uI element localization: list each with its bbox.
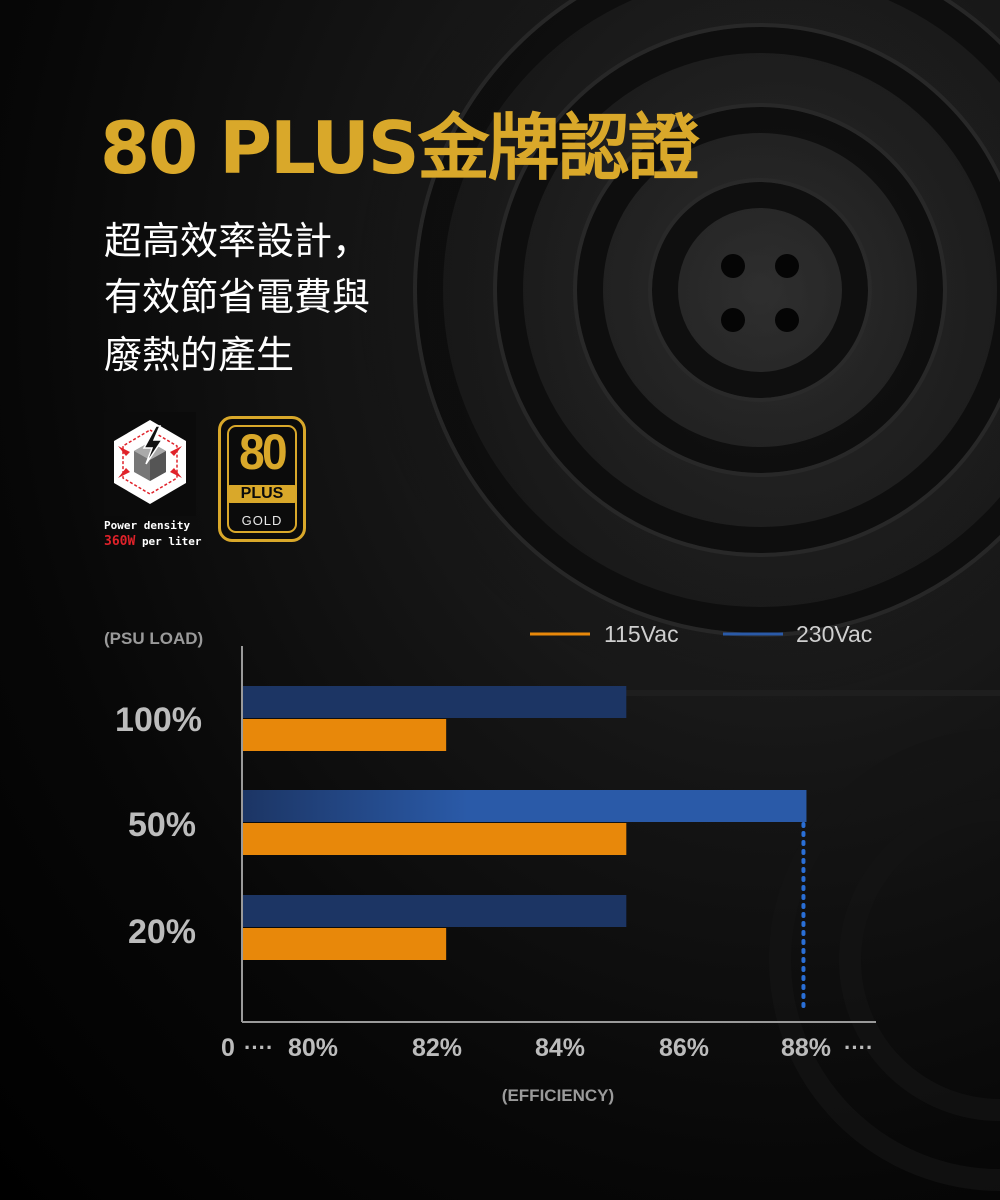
subtitle-line-3: 廢熱的產生 — [104, 333, 295, 377]
80-plus-tier-label: GOLD — [241, 513, 283, 528]
power-density-label: Power density — [104, 519, 191, 532]
power-density-badge: Power density 360W per liter — [104, 412, 202, 552]
category-label-50: 50% — [128, 806, 196, 844]
80-plus-badge-frame — [227, 425, 297, 533]
power-density-value-line: 360W per liter — [104, 534, 202, 549]
power-density-icon — [104, 412, 196, 516]
x-tick-84: 84% — [535, 1034, 585, 1062]
subtitle-line-1: 超高效率設計， — [104, 219, 371, 263]
bar-230vac-100 — [242, 686, 627, 718]
bar-230vac-20 — [242, 895, 627, 927]
80-plus-number: 80 — [239, 424, 287, 480]
x-tick-82: 82% — [412, 1034, 462, 1062]
x-tick-88: 88% — [781, 1034, 831, 1062]
category-label-20: 20% — [128, 913, 196, 951]
80-plus-gold-badge: 80 PLUS GOLD — [218, 416, 306, 542]
page-title: 80 PLUS金牌認證 — [100, 106, 700, 190]
x-axis-label: (EFFICIENCY) — [502, 1086, 614, 1105]
power-density-value: 360W — [104, 534, 136, 549]
x-tick-0: 0 — [221, 1034, 235, 1062]
x-tick-tail-dots: ···· — [844, 1035, 873, 1060]
subtitle-line-2: 有效節省電費與 — [104, 275, 371, 319]
y-axis-label: (PSU LOAD) — [104, 629, 203, 648]
bar-115vac-100 — [242, 719, 447, 751]
x-tick-86: 86% — [659, 1034, 709, 1062]
power-density-unit: per liter — [141, 535, 202, 548]
bar-230vac-50 — [242, 790, 807, 822]
x-tick-80: 80% — [288, 1034, 338, 1062]
legend-label-230vac: 230Vac — [796, 621, 872, 647]
bar-115vac-50 — [242, 823, 627, 855]
legend-label-115vac: 115Vac — [604, 621, 679, 647]
x-tick-gap-dots: ···· — [244, 1035, 273, 1060]
bar-115vac-20 — [242, 928, 447, 960]
category-label-100: 100% — [115, 701, 202, 739]
80-plus-plus-label: PLUS — [228, 485, 296, 503]
